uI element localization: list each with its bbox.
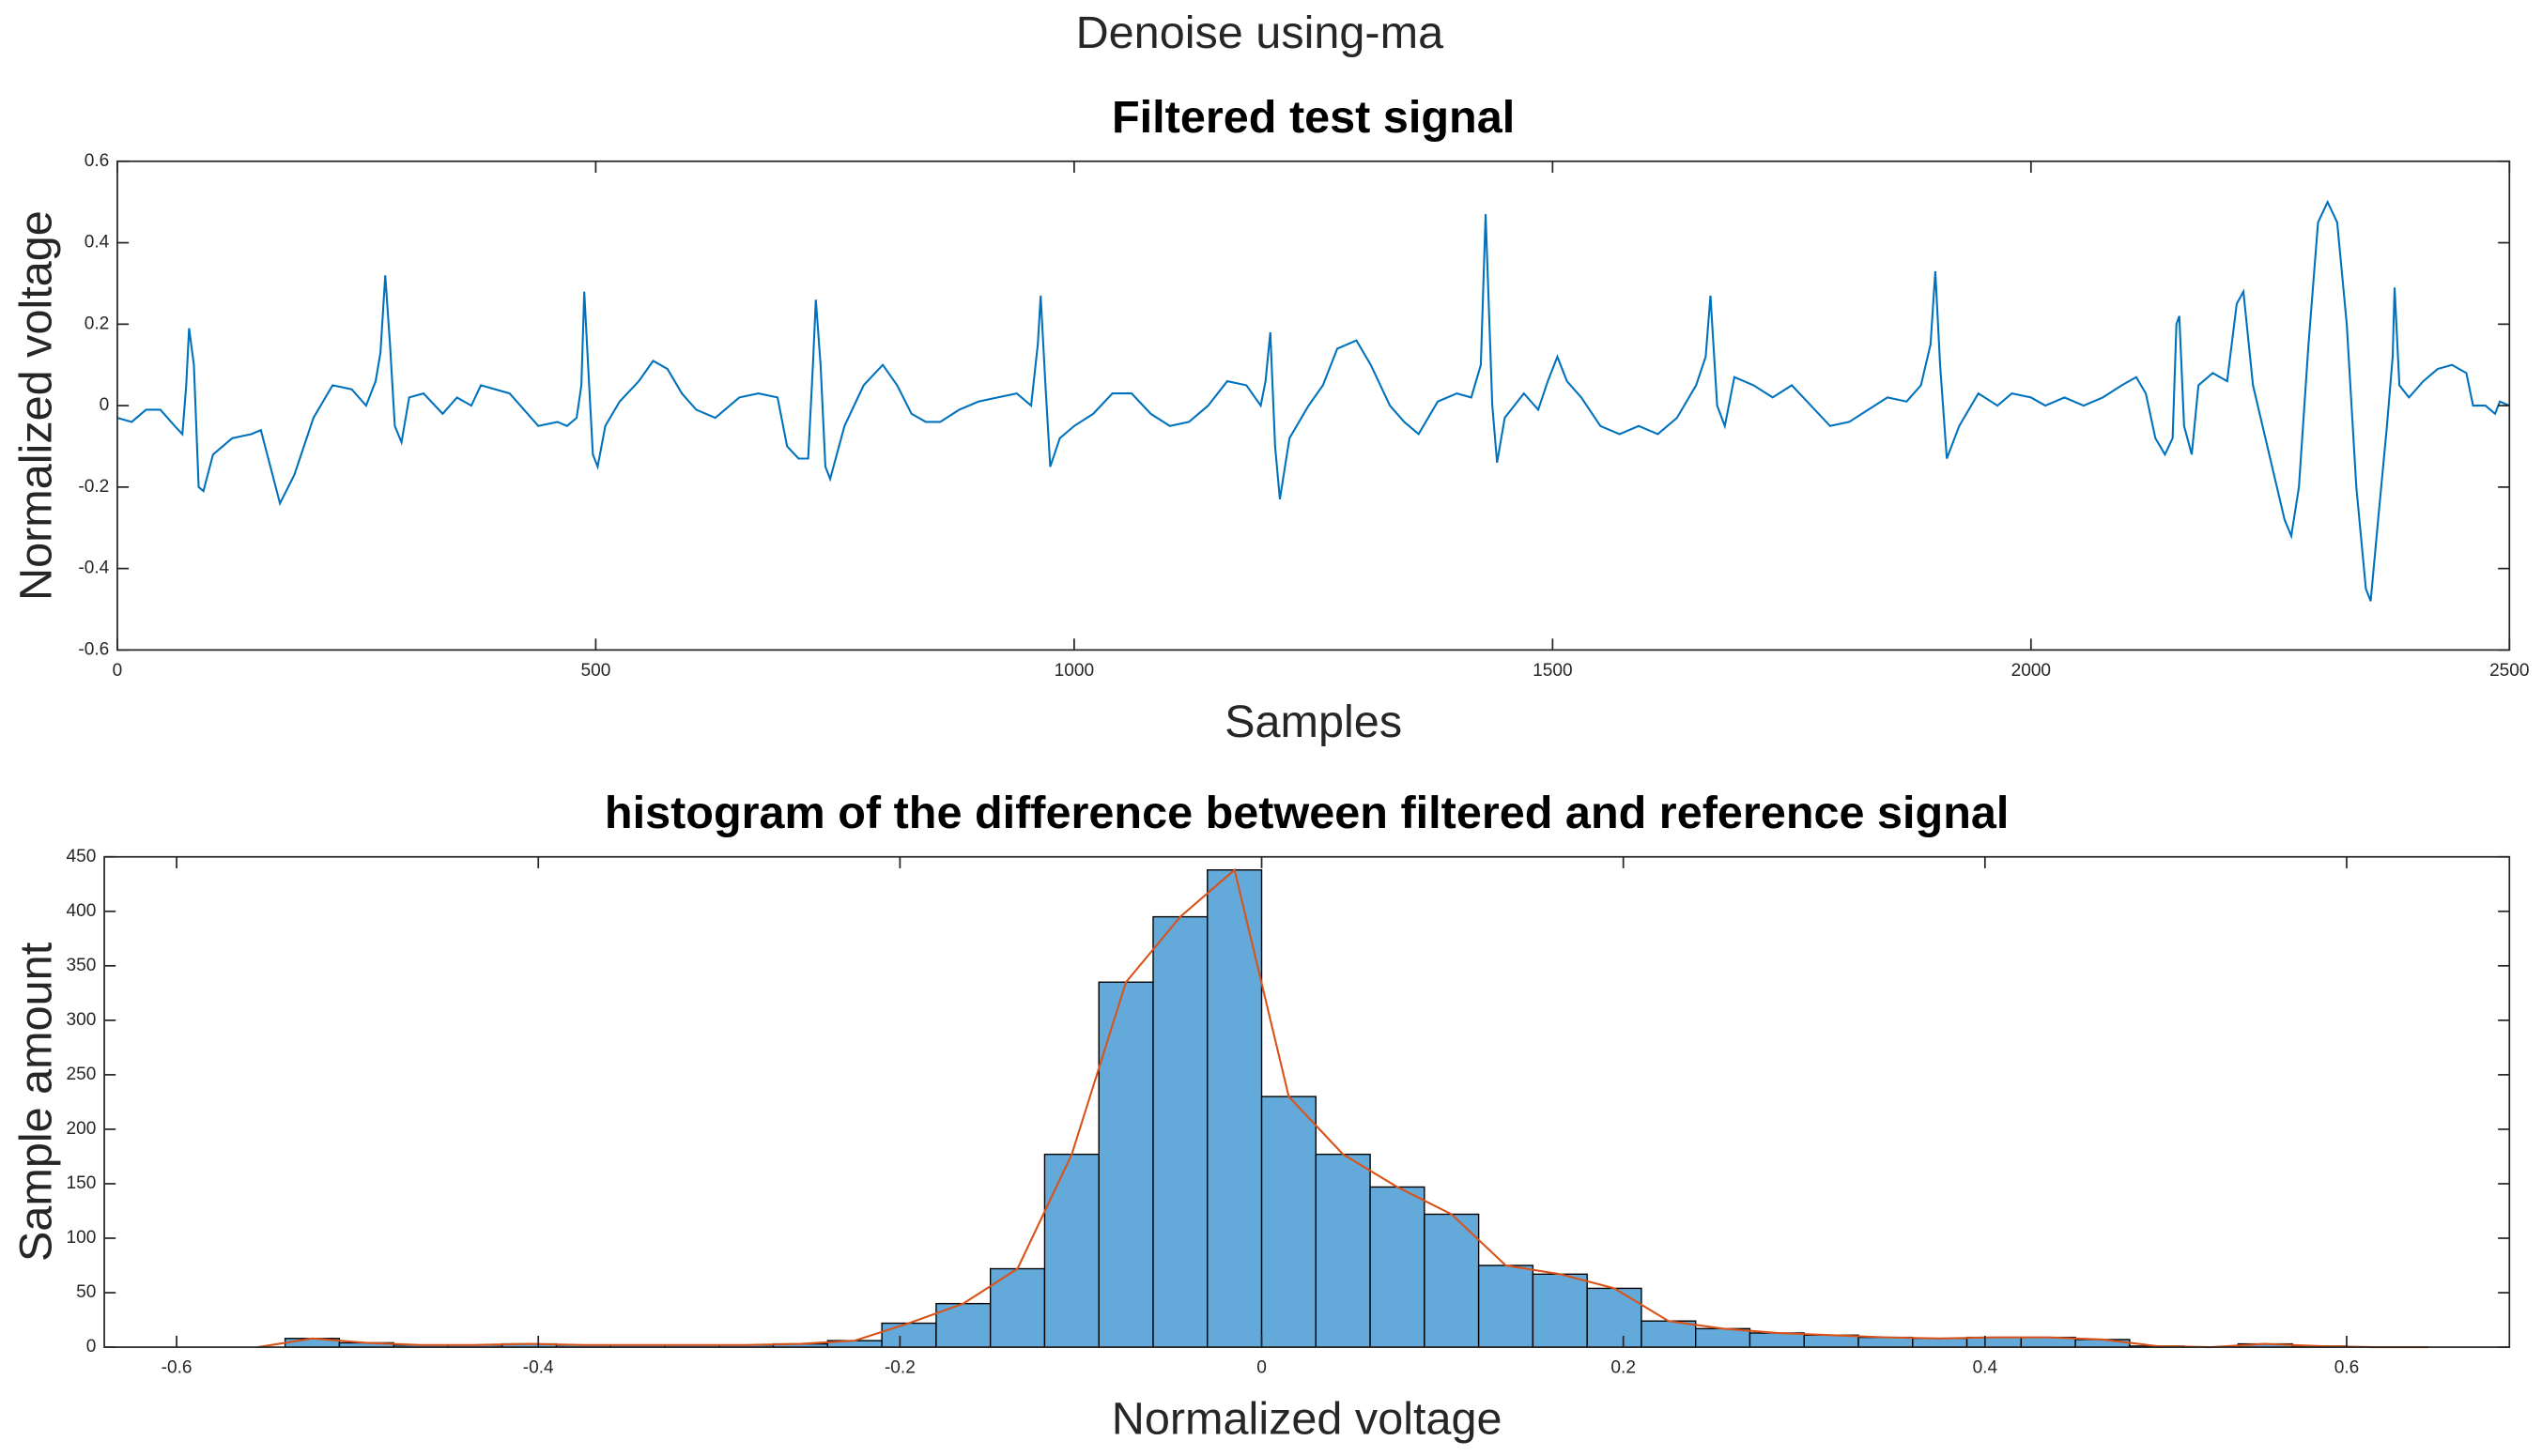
y-tick-label: -0.4 bbox=[78, 559, 109, 578]
y-tick-label: 300 bbox=[67, 1010, 97, 1030]
x-tick-label: -0.4 bbox=[523, 1358, 554, 1378]
y-tick-label: 0 bbox=[100, 395, 110, 415]
histogram-bar bbox=[1803, 1334, 1859, 1348]
histogram-bar bbox=[1098, 981, 1154, 1348]
histogram-bar bbox=[2074, 1339, 2131, 1348]
y-tick-label: 250 bbox=[67, 1065, 97, 1084]
histogram-bar bbox=[1965, 1336, 2023, 1348]
x-tick-label: 1000 bbox=[1055, 661, 1094, 681]
histogram-bar bbox=[1152, 915, 1209, 1348]
histogram-bar bbox=[1912, 1338, 1968, 1348]
y-tick-label: 150 bbox=[67, 1173, 97, 1193]
axes-title: histogram of the difference between filt… bbox=[605, 788, 2010, 838]
histogram-bar bbox=[1369, 1186, 1425, 1348]
histogram-bar bbox=[1532, 1273, 1588, 1348]
y-tick-label: 200 bbox=[67, 1119, 97, 1139]
y-tick-label: 50 bbox=[76, 1282, 96, 1302]
y-axis-label: Normalized voltage bbox=[10, 210, 61, 601]
x-tick-label: -0.2 bbox=[885, 1358, 916, 1378]
histogram-bar bbox=[1207, 868, 1263, 1348]
histogram-bar bbox=[1857, 1336, 1914, 1348]
count-outline bbox=[257, 867, 2428, 1349]
x-tick-label: 2500 bbox=[2489, 661, 2529, 681]
x-tick-label: 1500 bbox=[1533, 661, 1572, 681]
y-tick-label: -0.6 bbox=[78, 639, 109, 659]
y-tick-label: 350 bbox=[67, 956, 97, 975]
histogram-bar bbox=[1477, 1264, 1534, 1348]
axes-title: Filtered test signal bbox=[1112, 92, 1515, 143]
y-tick-label: 0.4 bbox=[85, 233, 110, 253]
x-tick-label: -0.6 bbox=[162, 1358, 193, 1378]
histogram-bar bbox=[1749, 1332, 1805, 1348]
y-tick-label: 400 bbox=[67, 901, 97, 921]
x-tick-label: 500 bbox=[580, 661, 610, 681]
x-tick-label: 0.6 bbox=[2334, 1358, 2360, 1378]
y-tick-label: 0.6 bbox=[85, 151, 110, 171]
histogram-bar bbox=[1641, 1320, 1697, 1348]
histogram-bar bbox=[1586, 1287, 1642, 1348]
histogram-bar bbox=[1695, 1327, 1751, 1348]
x-axis-label: Samples bbox=[1225, 697, 1402, 747]
histogram-bar bbox=[881, 1322, 937, 1348]
x-tick-label: 0 bbox=[1256, 1358, 1267, 1378]
y-tick-label: -0.2 bbox=[78, 477, 109, 497]
x-tick-label: 0 bbox=[113, 661, 123, 681]
histogram-bar bbox=[1043, 1153, 1100, 1348]
histogram-bar bbox=[1424, 1213, 1480, 1348]
y-tick-label: 0 bbox=[86, 1337, 97, 1356]
histogram-bar bbox=[1260, 1096, 1317, 1348]
figure-title: Denoise using-ma bbox=[1076, 8, 1445, 58]
y-tick-label: 0.2 bbox=[85, 314, 110, 333]
histogram-bar bbox=[1315, 1153, 1371, 1348]
y-tick-label: 450 bbox=[67, 847, 97, 866]
x-tick-label: 0.4 bbox=[1973, 1358, 1998, 1378]
axes-box bbox=[103, 855, 2511, 1348]
y-tick-label: 100 bbox=[67, 1228, 97, 1248]
signal-line bbox=[116, 199, 2510, 602]
x-axis-label: Normalized voltage bbox=[1112, 1394, 1502, 1445]
x-tick-label: 0.2 bbox=[1610, 1358, 1636, 1378]
x-tick-label: 2000 bbox=[2011, 661, 2051, 681]
y-axis-label: Sample amount bbox=[10, 942, 61, 1262]
